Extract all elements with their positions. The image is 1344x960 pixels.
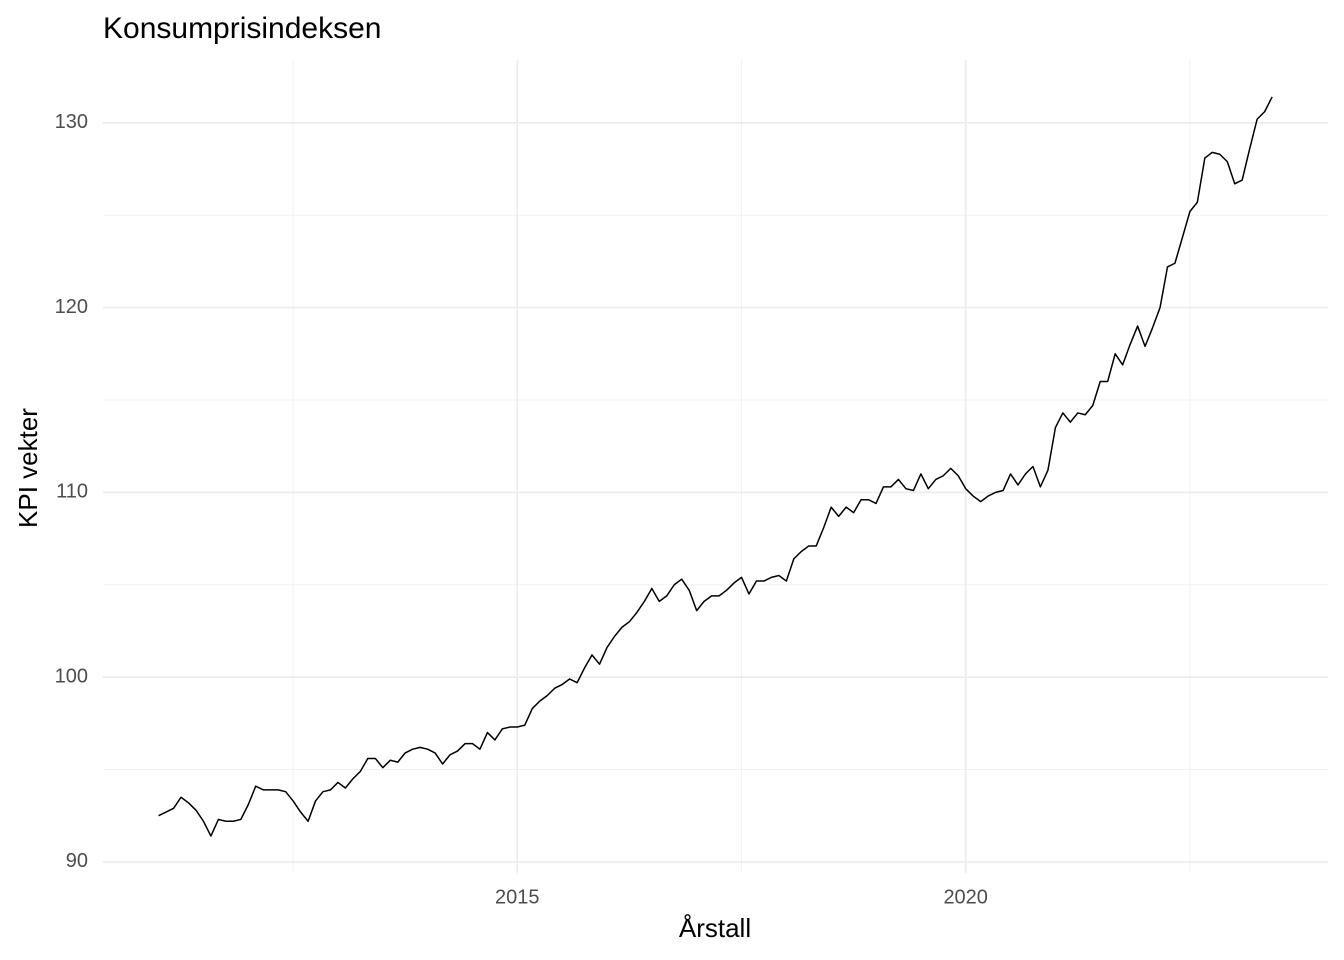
chart-title: Konsumprisindeksen	[103, 12, 381, 45]
y-tick-label: 110	[56, 481, 88, 503]
y-tick-label: 90	[66, 850, 88, 872]
y-tick-label: 100	[55, 665, 88, 687]
x-axis-title: Årstall	[679, 913, 751, 943]
y-tick-label: 130	[55, 111, 88, 133]
kpi-line	[158, 96, 1273, 837]
y-tick-label: 120	[55, 296, 88, 318]
x-tick-label: 2015	[495, 886, 540, 908]
x-tick-label: 2020	[943, 886, 988, 908]
y-axis-title: KPI vekter	[13, 408, 43, 528]
